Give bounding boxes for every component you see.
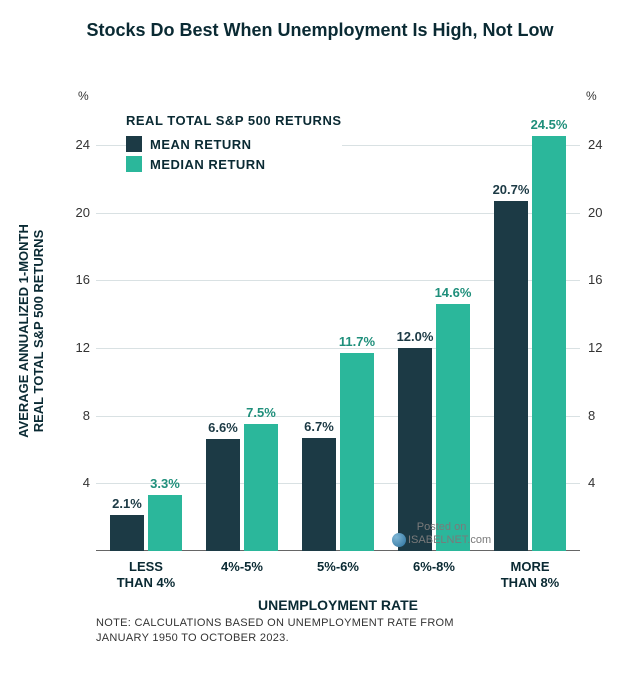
legend: REAL TOTAL S&P 500 RETURNS MEAN RETURN M… [126, 113, 342, 176]
x-category-label: MORETHAN 8% [482, 559, 578, 590]
bar-label-mean: 6.7% [294, 419, 344, 434]
y-tick-right: 4 [588, 475, 595, 490]
x-category-label: 4%-5% [194, 559, 290, 575]
bar-label-median: 11.7% [332, 334, 382, 349]
bar-mean [206, 439, 240, 551]
legend-label-mean: MEAN RETURN [150, 137, 252, 152]
watermark-site: ISABELNET.com [408, 534, 491, 546]
watermark-prefix: Posted on [392, 521, 491, 533]
bar-median [340, 353, 374, 551]
y-tick-left: 4 [62, 475, 90, 490]
bar-mean [494, 201, 528, 551]
y-tick-left: 16 [62, 272, 90, 287]
pct-sign-right: % [586, 89, 597, 103]
legend-title: REAL TOTAL S&P 500 RETURNS [126, 113, 342, 128]
bar-label-mean: 20.7% [486, 182, 536, 197]
bar-median [436, 304, 470, 551]
y-tick-right: 20 [588, 205, 602, 220]
chart-container: Stocks Do Best When Unemployment Is High… [0, 0, 640, 700]
bar-label-mean: 2.1% [102, 496, 152, 511]
pct-sign-left: % [78, 89, 89, 103]
legend-item-median: MEDIAN RETURN [126, 156, 342, 172]
bar-median [148, 495, 182, 551]
bar-median [532, 136, 566, 551]
bar-label-median: 7.5% [236, 405, 286, 420]
x-category-label: 6%-8% [386, 559, 482, 575]
x-category-label: LESSTHAN 4% [98, 559, 194, 590]
x-axis-label: UNEMPLOYMENT RATE [96, 597, 580, 613]
chart-title: Stocks Do Best When Unemployment Is High… [10, 20, 630, 41]
bar-label-median: 24.5% [524, 117, 574, 132]
bars-layer: 2.1% 3.3% 6.6%7.5% 6.7% 11.7% 12.0% 14.6% 20.7%… [96, 111, 580, 551]
y-tick-left: 12 [62, 340, 90, 355]
y-tick-right: 12 [588, 340, 602, 355]
y-tick-right: 16 [588, 272, 602, 287]
y-tick-right: 24 [588, 137, 602, 152]
legend-item-mean: MEAN RETURN [126, 136, 342, 152]
bar-label-mean: 12.0% [390, 329, 440, 344]
watermark: Posted on ISABELNET.com [392, 521, 491, 547]
y-tick-left: 8 [62, 408, 90, 423]
plot-area: % % 4 8 12 16 20 24 4 8 12 16 20 24 2.1% 3.3% 6.6%7.… [10, 51, 630, 651]
legend-swatch-mean [126, 136, 142, 152]
bar-label-median: 3.3% [140, 476, 190, 491]
bar-label-median: 14.6% [428, 285, 478, 300]
x-category-label: 5%-6% [290, 559, 386, 575]
y-tick-right: 8 [588, 408, 595, 423]
y-tick-left: 24 [62, 137, 90, 152]
globe-icon [392, 533, 406, 547]
legend-swatch-median [126, 156, 142, 172]
bar-mean [110, 515, 144, 551]
y-tick-left: 20 [62, 205, 90, 220]
bar-label-mean: 6.6% [198, 420, 248, 435]
footnote: NOTE: CALCULATIONS BASED ON UNEMPLOYMENT… [96, 616, 454, 647]
legend-label-median: MEDIAN RETURN [150, 157, 266, 172]
y-axis-label: AVERAGE ANNUALIZED 1-MONTHREAL TOTAL S&P… [16, 151, 46, 511]
bar-median [244, 424, 278, 551]
bar-mean [302, 438, 336, 551]
